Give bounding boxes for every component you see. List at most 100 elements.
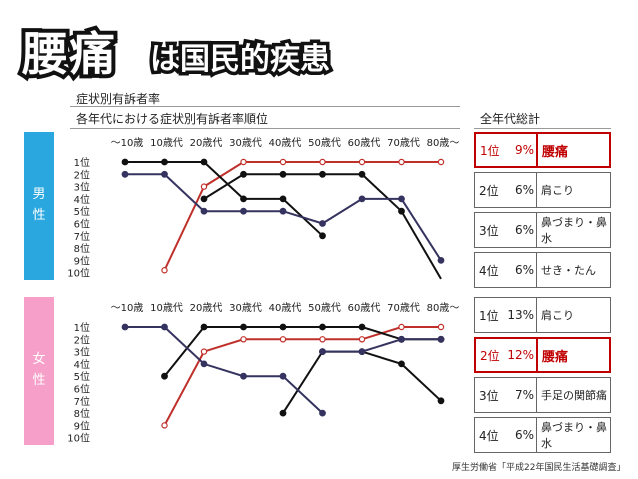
rank-number: 4位	[479, 428, 499, 443]
data-point	[398, 360, 405, 368]
x-tick-label: 50歳代	[308, 302, 341, 314]
data-point	[279, 195, 287, 203]
data-point	[319, 323, 326, 331]
data-point	[240, 372, 247, 380]
rank-row: 1位 9% 腰痛	[474, 132, 611, 168]
data-point	[279, 207, 287, 215]
x-tick-label: 〜10歳	[111, 302, 144, 314]
source-note: 厚生労働省「平成22年国民生活基礎調査」	[452, 463, 626, 473]
data-point	[437, 323, 445, 331]
data-point	[437, 397, 445, 405]
data-point	[319, 158, 326, 166]
x-tick-label: 60歳代	[348, 302, 381, 314]
series-line	[163, 326, 441, 377]
y-tick-label: 9位	[74, 254, 90, 267]
series-line	[282, 350, 442, 414]
x-tick-label: 50歳代	[308, 137, 341, 149]
data-point	[161, 170, 168, 178]
rank-percent: 6%	[505, 173, 537, 207]
rank-percent: 6%	[505, 418, 537, 452]
data-point	[398, 335, 405, 343]
x-tick-label: 10歳代	[150, 302, 183, 314]
rank-number: 2位	[479, 183, 499, 198]
y-tick-label: 6位	[74, 218, 90, 231]
y-tick-label: 6位	[74, 383, 90, 396]
rank-symptom: 鼻づまり・鼻水	[541, 216, 607, 245]
data-point	[358, 348, 366, 356]
divider	[474, 128, 611, 129]
y-tick-label: 5位	[74, 370, 90, 383]
y-tick-label: 7位	[74, 230, 90, 243]
rank-row: 3位 7% 手足の関節痛	[474, 377, 611, 413]
y-tick-label: 3位	[74, 181, 90, 194]
female-label: 女 性	[24, 297, 54, 445]
y-tick-label: 5位	[74, 205, 90, 218]
data-point	[200, 158, 208, 166]
rank-symptom: 手足の関節痛	[541, 389, 607, 402]
data-point	[319, 409, 326, 417]
rank-percent: 6%	[505, 253, 537, 287]
rank-number: 1位	[479, 308, 499, 323]
x-tick-label: 40歳代	[269, 302, 302, 314]
rank-symptom: 肩こり	[541, 184, 574, 197]
male-label-1: 男	[32, 187, 46, 203]
data-point	[161, 372, 168, 380]
data-point	[279, 158, 287, 166]
rank-symptom: 肩こり	[541, 309, 574, 322]
y-tick-label: 8位	[74, 407, 90, 420]
y-tick-label: 1位	[74, 156, 90, 169]
data-point	[398, 207, 405, 215]
divider	[70, 128, 460, 129]
x-tick-label: 20歳代	[190, 137, 223, 149]
subtitle-1: 症状別有訴者率	[76, 92, 161, 106]
data-point	[240, 158, 247, 166]
rank-row: 2位 12% 腰痛	[474, 337, 611, 373]
x-tick-label: 80歳〜	[427, 302, 460, 314]
series-line	[322, 338, 441, 353]
title-main: 腰痛	[18, 23, 119, 85]
data-point	[240, 207, 247, 215]
data-point	[200, 348, 208, 355]
rank-percent: 6%	[505, 213, 537, 247]
divider	[70, 106, 460, 107]
data-point	[358, 323, 366, 331]
data-point	[161, 422, 168, 429]
data-point	[121, 170, 129, 178]
rank-number: 3位	[479, 388, 499, 403]
summary-title: 全年代総計	[480, 112, 541, 126]
rank-percent: 13%	[505, 298, 537, 332]
x-tick-label: 30歳代	[229, 137, 262, 149]
data-point	[319, 348, 326, 356]
x-tick-label: 30歳代	[229, 302, 262, 314]
y-tick-label: 1位	[74, 321, 90, 334]
rank-symptom: せき・たん	[541, 264, 596, 277]
male-label: 男 性	[24, 132, 54, 280]
data-point	[200, 207, 208, 215]
series-line	[163, 326, 441, 426]
data-point	[358, 170, 366, 178]
rank-row: 2位 6% 肩こり	[474, 172, 611, 208]
data-point	[240, 170, 247, 178]
series-line	[163, 161, 441, 271]
data-point	[358, 195, 366, 203]
data-point	[161, 158, 168, 166]
data-point	[437, 335, 445, 343]
data-point	[161, 323, 168, 331]
data-point	[319, 336, 326, 343]
y-tick-label: 4位	[74, 193, 90, 206]
data-point	[279, 336, 287, 343]
rank-number: 2位	[480, 348, 500, 363]
y-tick-label: 9位	[74, 419, 90, 432]
data-point	[279, 409, 287, 417]
series-line	[125, 161, 324, 237]
y-tick-label: 3位	[74, 346, 90, 359]
data-point	[358, 158, 366, 166]
data-point	[279, 372, 287, 380]
rank-percent: 12%	[506, 339, 538, 371]
y-tick-label: 10位	[67, 267, 90, 280]
data-point	[200, 195, 208, 203]
data-point	[437, 257, 445, 264]
data-point	[200, 323, 208, 331]
data-point	[240, 336, 247, 343]
data-point	[319, 232, 326, 240]
